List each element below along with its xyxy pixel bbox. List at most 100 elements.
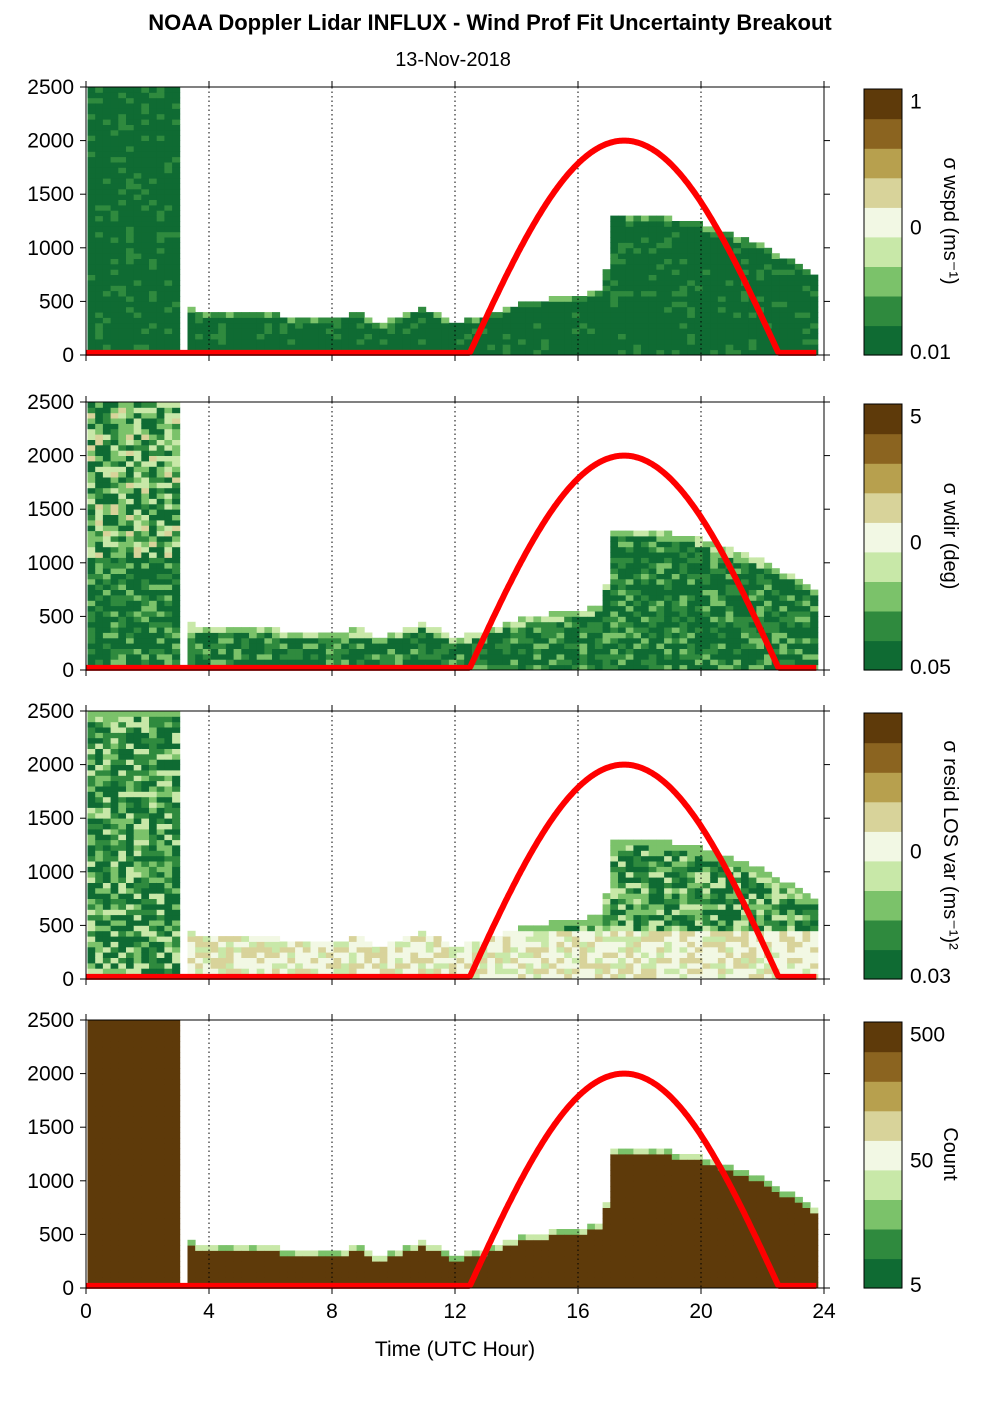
heatmap-cell — [141, 151, 150, 158]
heatmap-cell — [418, 328, 427, 334]
heatmap-cell — [748, 322, 757, 329]
heatmap-cell — [602, 312, 611, 318]
heatmap-cell — [118, 861, 127, 867]
heatmap-cell — [110, 215, 119, 222]
heatmap-cell — [149, 557, 158, 564]
heatmap-cell — [110, 557, 119, 564]
heatmap-cell — [156, 296, 165, 302]
heatmap-cell — [733, 904, 742, 910]
heatmap-cell — [464, 338, 473, 345]
heatmap-cell — [102, 140, 111, 147]
heatmap-cell — [433, 344, 442, 351]
heatmap-cell — [202, 643, 211, 649]
heatmap-cell — [510, 962, 519, 969]
heatmap-cell — [87, 509, 96, 515]
heatmap-cell — [541, 659, 550, 666]
heatmap-cell — [710, 317, 719, 324]
heatmap-cell — [133, 962, 142, 969]
heatmap-cell — [164, 444, 173, 451]
heatmap-cell — [233, 344, 242, 351]
heatmap-cell — [594, 290, 603, 297]
heatmap-cell — [379, 338, 388, 345]
heatmap-cell — [610, 215, 619, 222]
heatmap-cell — [272, 952, 281, 958]
heatmap-cell — [264, 632, 273, 639]
heatmap-cell — [733, 664, 742, 671]
heatmap-cell — [172, 418, 181, 424]
heatmap-cell — [102, 519, 111, 526]
heatmap-cell — [487, 627, 496, 633]
heatmap-cell — [594, 621, 603, 628]
heatmap-cell — [118, 737, 127, 744]
heatmap-cell — [594, 957, 603, 964]
heatmap-cell — [602, 648, 611, 655]
heatmap-cell — [464, 328, 473, 334]
heatmap-cell — [118, 957, 127, 964]
heatmap-cell — [95, 727, 104, 733]
heatmap-cell — [133, 221, 142, 227]
heatmap-cell — [664, 968, 673, 975]
heatmap-cell — [102, 866, 111, 873]
heatmap-cell — [256, 957, 265, 964]
heatmap-cell — [656, 530, 665, 537]
heatmap-cell — [110, 418, 119, 424]
heatmap-cell — [126, 226, 135, 233]
heatmap-cell — [333, 648, 342, 655]
heatmap-cell — [164, 573, 173, 580]
heatmap-cell — [102, 285, 111, 292]
heatmap-cell — [341, 941, 350, 948]
heatmap-cell — [87, 269, 96, 275]
heatmap-cell — [687, 930, 696, 937]
heatmap-cell — [548, 627, 557, 633]
heatmap-cell — [717, 871, 726, 878]
heatmap-cell — [702, 898, 711, 905]
heatmap-cell — [694, 552, 703, 558]
heatmap-cell — [794, 616, 803, 623]
heatmap-cell — [379, 946, 388, 953]
heatmap-cell — [218, 322, 227, 329]
heatmap-cell — [110, 823, 119, 830]
heatmap-cell — [741, 877, 750, 883]
heatmap-cell — [102, 621, 111, 628]
heatmap-cell — [102, 124, 111, 131]
heatmap-cell — [733, 866, 742, 873]
heatmap-cell — [702, 568, 711, 574]
heatmap-cell — [164, 210, 173, 217]
heatmap-cell — [725, 887, 734, 894]
heatmap-cell — [202, 627, 211, 633]
heatmap-cell — [379, 643, 388, 649]
heatmap-cell — [110, 711, 119, 717]
heatmap-cell — [594, 946, 603, 953]
heatmap-cell — [448, 962, 457, 969]
heatmap-cell — [110, 466, 119, 473]
heatmap-cell — [195, 936, 204, 942]
heatmap-cell — [771, 584, 780, 590]
heatmap-cell — [771, 312, 780, 318]
heatmap-cell — [102, 557, 111, 564]
heatmap-cell — [641, 269, 650, 275]
heatmap-cell — [648, 306, 657, 313]
heatmap-cell — [164, 770, 173, 776]
heatmap-cell — [710, 973, 719, 980]
heatmap-cell — [141, 589, 150, 596]
heatmap-cell — [164, 338, 173, 345]
heatmap-cell — [610, 637, 619, 644]
heatmap-cell — [164, 850, 173, 857]
heatmap-cell — [633, 301, 642, 308]
heatmap-cell — [602, 328, 611, 334]
heatmap-cell — [479, 973, 488, 980]
heatmap-cell — [325, 317, 334, 324]
heatmap-cell — [241, 627, 250, 633]
heatmap-cell — [172, 119, 181, 125]
heatmap-cell — [641, 312, 650, 318]
heatmap-cell — [425, 941, 434, 948]
heatmap-cell — [87, 920, 96, 926]
heatmap-cell — [633, 296, 642, 302]
heatmap-cell — [87, 536, 96, 542]
heatmap-cell — [172, 643, 181, 649]
heatmap-cell — [610, 247, 619, 254]
heatmap-cell — [110, 498, 119, 505]
heatmap-cell — [579, 962, 588, 969]
heatmap-cell — [102, 877, 111, 883]
